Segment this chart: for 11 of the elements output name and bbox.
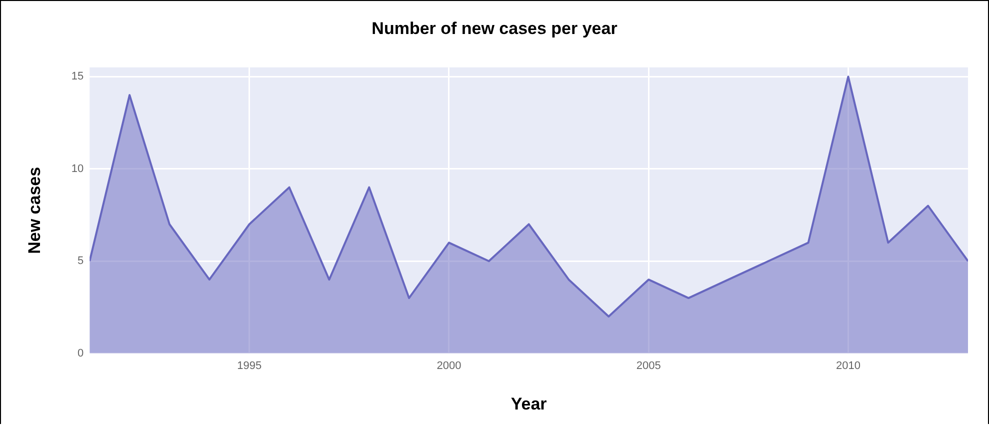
y-tick-label: 5 (78, 255, 84, 268)
y-tick-label: 0 (78, 347, 84, 360)
y-axis-title: New cases (24, 166, 44, 254)
x-tick-label: 2005 (636, 360, 661, 372)
x-tick-label: 2000 (436, 360, 462, 372)
x-axis-title: Year (510, 394, 548, 414)
y-tick-label: 10 (71, 162, 84, 175)
x-tick-label: 1995 (237, 360, 262, 372)
x-tick-label: 2010 (836, 360, 860, 372)
chart-title: Number of new cases per year (372, 18, 618, 38)
y-tick-label: 15 (71, 70, 84, 83)
